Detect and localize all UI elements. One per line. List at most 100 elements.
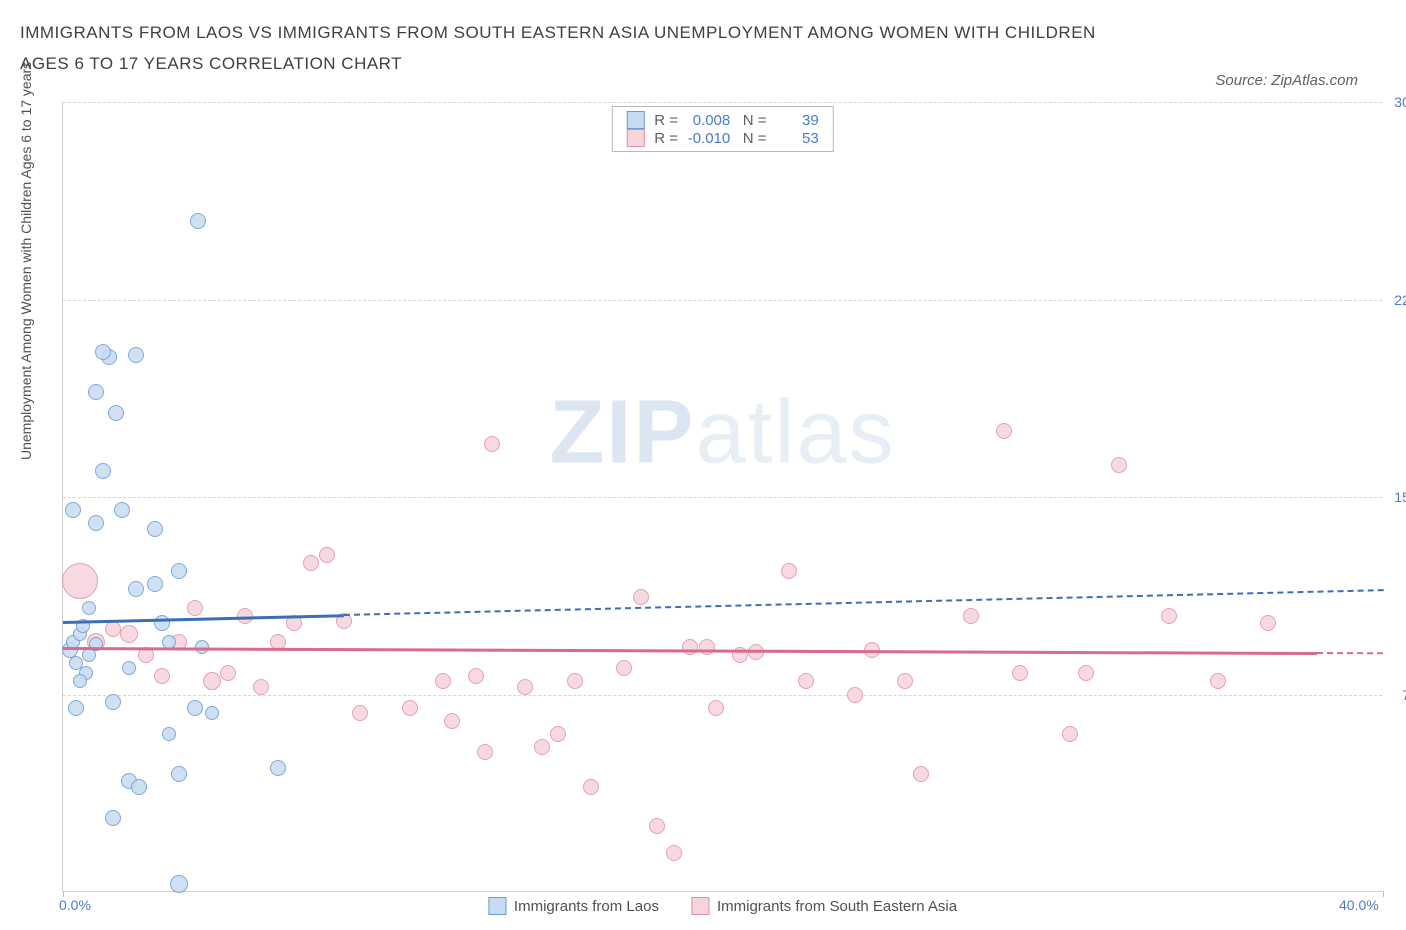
data-point — [963, 608, 979, 624]
data-point — [114, 502, 130, 518]
data-point — [1012, 665, 1028, 681]
data-point — [190, 213, 206, 229]
data-point — [517, 679, 533, 695]
data-point — [62, 563, 98, 599]
data-point — [108, 405, 124, 421]
data-point — [319, 547, 335, 563]
data-point — [1260, 615, 1276, 631]
watermark: ZIPatlas — [549, 382, 895, 485]
data-point — [105, 621, 121, 637]
data-point — [484, 436, 500, 452]
data-point — [120, 625, 138, 643]
data-point — [187, 600, 203, 616]
legend-swatch — [691, 897, 709, 915]
data-point — [170, 875, 188, 893]
data-point — [444, 713, 460, 729]
data-point — [352, 705, 368, 721]
y-tick-label: 7.5% — [1402, 687, 1406, 703]
grid-line — [63, 300, 1382, 301]
data-point — [567, 673, 583, 689]
source-attribution: Source: ZipAtlas.com — [1215, 72, 1358, 89]
data-point — [616, 660, 632, 676]
trend-line-extrapolated — [1317, 652, 1383, 654]
legend-label: Immigrants from Laos — [514, 898, 659, 915]
data-point — [435, 673, 451, 689]
stats-legend-box: R = 0.008 N = 39R = -0.010 N = 53 — [611, 106, 833, 152]
data-point — [128, 581, 144, 597]
data-point — [253, 679, 269, 695]
chart-title: IMMIGRANTS FROM LAOS VS IMMIGRANTS FROM … — [20, 18, 1140, 79]
data-point — [220, 665, 236, 681]
data-point — [477, 744, 493, 760]
data-point — [162, 727, 176, 741]
data-point — [73, 674, 87, 688]
data-point — [633, 589, 649, 605]
data-point — [131, 779, 147, 795]
data-point — [708, 700, 724, 716]
data-point — [1111, 457, 1127, 473]
data-point — [1210, 673, 1226, 689]
data-point — [187, 700, 203, 716]
data-point — [1078, 665, 1094, 681]
data-point — [1062, 726, 1078, 742]
data-point — [699, 639, 715, 655]
data-point — [147, 576, 163, 592]
data-point — [303, 555, 319, 571]
y-tick-label: 22.5% — [1394, 292, 1406, 308]
x-tick-label: 0.0% — [59, 897, 91, 913]
data-point — [205, 706, 219, 720]
stats-row: R = 0.008 N = 39 — [626, 111, 818, 129]
data-point — [95, 344, 111, 360]
data-point — [583, 779, 599, 795]
y-axis-label: Unemployment Among Women with Children A… — [18, 62, 34, 460]
legend-label: Immigrants from South Eastern Asia — [717, 898, 957, 915]
trend-line-extrapolated — [343, 589, 1383, 616]
data-point — [128, 347, 144, 363]
x-tick-label: 40.0% — [1339, 897, 1379, 913]
x-tick-mark — [1383, 891, 1384, 897]
data-point — [798, 673, 814, 689]
data-point — [468, 668, 484, 684]
data-point — [68, 700, 84, 716]
stats-row: R = -0.010 N = 53 — [626, 129, 818, 147]
data-point — [171, 766, 187, 782]
data-point — [147, 521, 163, 537]
y-tick-label: 30.0% — [1394, 94, 1406, 110]
data-point — [82, 601, 96, 615]
legend-swatch — [626, 129, 644, 147]
data-point — [534, 739, 550, 755]
legend-item: Immigrants from South Eastern Asia — [691, 897, 957, 915]
data-point — [913, 766, 929, 782]
data-point — [682, 639, 698, 655]
data-point — [550, 726, 566, 742]
data-point — [666, 845, 682, 861]
scatter-chart: ZIPatlas R = 0.008 N = 39R = -0.010 N = … — [62, 102, 1382, 892]
data-point — [65, 502, 81, 518]
grid-line — [63, 102, 1382, 103]
series-legend: Immigrants from Laos Immigrants from Sout… — [488, 897, 957, 915]
legend-swatch — [488, 897, 506, 915]
data-point — [122, 661, 136, 675]
legend-item: Immigrants from Laos — [488, 897, 659, 915]
grid-line — [63, 497, 1382, 498]
data-point — [996, 423, 1012, 439]
data-point — [105, 810, 121, 826]
data-point — [88, 515, 104, 531]
data-point — [88, 384, 104, 400]
data-point — [154, 668, 170, 684]
data-point — [649, 818, 665, 834]
legend-swatch — [626, 111, 644, 129]
grid-line — [63, 695, 1382, 696]
data-point — [402, 700, 418, 716]
data-point — [95, 463, 111, 479]
data-point — [171, 563, 187, 579]
data-point — [897, 673, 913, 689]
data-point — [847, 687, 863, 703]
y-tick-label: 15.0% — [1394, 489, 1406, 505]
stats-text: R = -0.010 N = 53 — [654, 130, 818, 147]
data-point — [1161, 608, 1177, 624]
stats-text: R = 0.008 N = 39 — [654, 112, 818, 129]
data-point — [781, 563, 797, 579]
data-point — [270, 760, 286, 776]
data-point — [203, 672, 221, 690]
